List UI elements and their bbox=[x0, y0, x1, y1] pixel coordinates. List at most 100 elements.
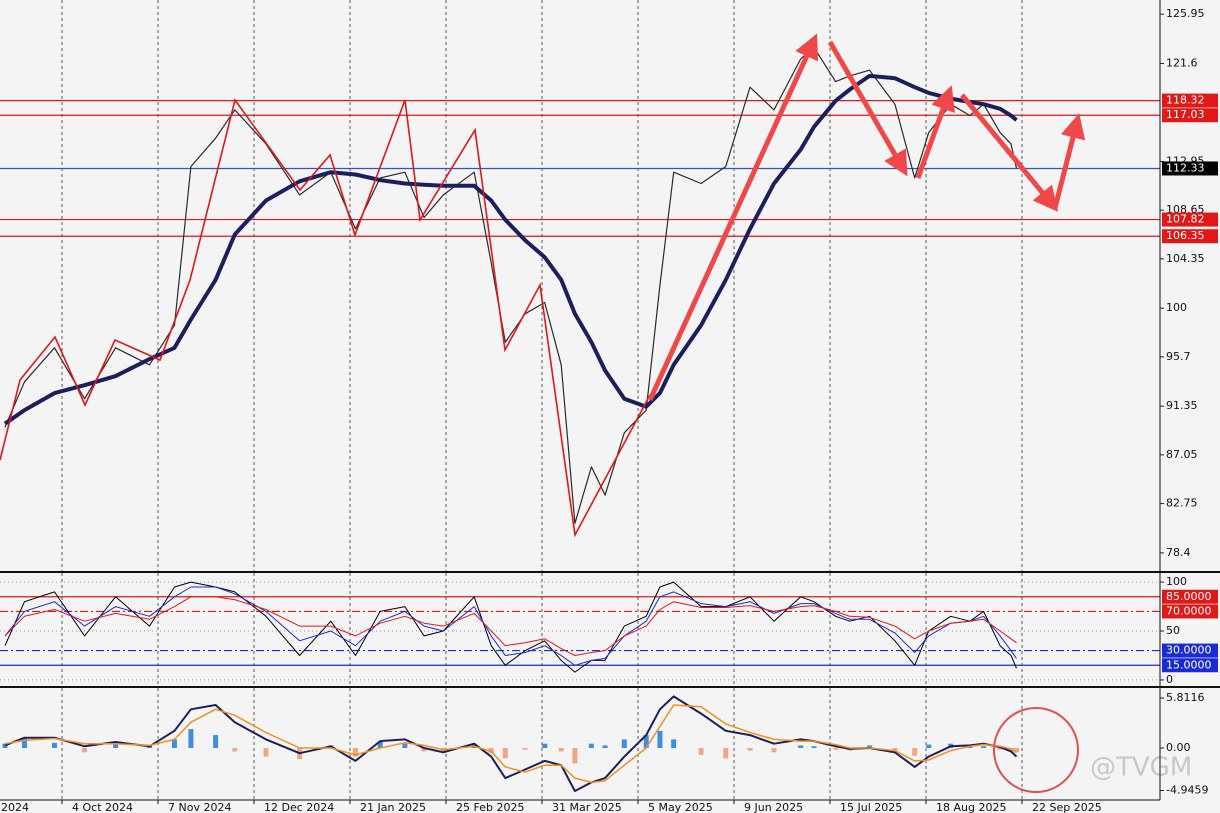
series-line bbox=[3, 73, 1018, 426]
level-label-bg bbox=[1162, 93, 1218, 108]
histogram-bar bbox=[981, 746, 987, 748]
histogram-bar bbox=[572, 747, 578, 764]
histogram-bar bbox=[643, 735, 649, 748]
histogram-bar bbox=[232, 747, 238, 752]
series-line bbox=[4, 47, 1018, 524]
histogram-bar bbox=[723, 747, 729, 759]
level-label: 70.0000 bbox=[1166, 604, 1212, 617]
histogram-bar bbox=[602, 745, 608, 748]
histogram-bar bbox=[542, 743, 548, 748]
histogram-bar bbox=[502, 747, 508, 759]
x-tick-label: 7 Nov 2024 bbox=[168, 801, 231, 813]
series-line bbox=[4, 695, 1018, 792]
histogram-bar bbox=[188, 729, 194, 748]
histogram-bar bbox=[377, 741, 383, 748]
y-tick-label: 78.4 bbox=[1166, 546, 1191, 559]
histogram-bar bbox=[621, 739, 627, 748]
x-tick-label: 18 Aug 2025 bbox=[936, 801, 1006, 813]
y-tick-label: 91.35 bbox=[1166, 399, 1198, 412]
arrow bbox=[960, 93, 1059, 212]
arrow bbox=[1052, 113, 1086, 209]
y-tick-label: 100 bbox=[1166, 301, 1187, 314]
histogram-bar bbox=[698, 747, 704, 755]
histogram-bar bbox=[352, 747, 358, 757]
histogram-bar bbox=[657, 730, 663, 748]
level-label-bg bbox=[1162, 589, 1218, 604]
histogram-bar bbox=[263, 747, 269, 757]
histogram-bar bbox=[522, 747, 528, 750]
x-tick-label: 31 Mar 2025 bbox=[552, 801, 622, 813]
level-label: 106.35 bbox=[1166, 229, 1205, 242]
histogram-bar bbox=[798, 745, 804, 748]
panel-separator bbox=[0, 686, 1220, 688]
x-tick-label: 15 Jul 2025 bbox=[840, 801, 902, 813]
y-tick-label: 87.05 bbox=[1166, 448, 1198, 461]
x-tick-label: 25 Feb 2025 bbox=[456, 801, 524, 813]
panel bbox=[0, 573, 1160, 686]
level-label: 118.32 bbox=[1166, 94, 1205, 107]
x-tick-label: 9 Jun 2025 bbox=[744, 801, 803, 813]
histogram-bar bbox=[558, 747, 564, 752]
histogram-bar bbox=[997, 747, 1003, 750]
level-label: 112.33 bbox=[1166, 161, 1205, 174]
y-tick-label: 104.35 bbox=[1166, 252, 1205, 265]
histogram-bar bbox=[1014, 747, 1020, 753]
series-line bbox=[4, 586, 1017, 666]
x-tick-label: 21 Jan 2025 bbox=[360, 801, 426, 813]
y-tick-label: 95.7 bbox=[1166, 350, 1191, 363]
histogram-bar bbox=[833, 747, 839, 750]
annotations bbox=[0, 33, 1086, 793]
level-label: 85.0000 bbox=[1166, 590, 1212, 603]
arrow bbox=[915, 85, 955, 179]
histogram-bar bbox=[671, 739, 677, 748]
histogram-bar bbox=[747, 747, 753, 751]
panel-separator bbox=[0, 571, 1220, 573]
x-tick-label: Aug 2024 bbox=[0, 801, 29, 813]
level-label-bg bbox=[1162, 658, 1218, 673]
histogram-bar bbox=[811, 746, 817, 748]
x-tick-label: 12 Dec 2024 bbox=[264, 801, 334, 813]
series-line bbox=[4, 704, 1017, 784]
panel bbox=[2, 688, 1023, 800]
level-label-bg bbox=[1162, 161, 1218, 176]
watermark: @TVGM bbox=[1090, 753, 1192, 783]
histogram-bar bbox=[171, 739, 177, 748]
highlight-circle bbox=[993, 707, 1079, 793]
y-tick-label: 100 bbox=[1166, 575, 1187, 588]
histogram-bar bbox=[867, 745, 873, 748]
y-tick-label: 82.75 bbox=[1166, 497, 1198, 510]
y-tick-label: 121.6 bbox=[1166, 56, 1198, 69]
y-tick-label: 125.95 bbox=[1166, 7, 1205, 20]
y-tick-label: 0.00 bbox=[1166, 741, 1191, 754]
level-label-bg bbox=[1162, 108, 1218, 123]
histogram-bar bbox=[82, 747, 88, 753]
zigzag bbox=[0, 98, 651, 538]
arrow bbox=[647, 33, 819, 402]
histogram-bar bbox=[912, 747, 918, 756]
level-label: 117.03 bbox=[1166, 108, 1205, 121]
level-label-bg bbox=[1162, 643, 1218, 658]
y-tick-label: -4.9459 bbox=[1166, 784, 1208, 797]
histogram-bar bbox=[926, 744, 932, 748]
x-tick-label: 4 Oct 2024 bbox=[72, 801, 133, 813]
histogram-bar bbox=[113, 744, 119, 748]
level-label-bg bbox=[1162, 604, 1218, 619]
histogram-bar bbox=[402, 743, 408, 748]
arrow bbox=[827, 40, 908, 177]
level-label-bg bbox=[1162, 229, 1218, 244]
histogram-bar bbox=[421, 747, 427, 752]
histogram-bar bbox=[488, 747, 494, 754]
histogram-bar bbox=[771, 747, 777, 753]
series-line bbox=[4, 596, 1017, 656]
y-tick-label: 50 bbox=[1166, 624, 1180, 637]
histogram-bar bbox=[22, 737, 27, 748]
histogram-bar bbox=[892, 747, 898, 751]
histogram-bar bbox=[588, 743, 594, 748]
x-tick-label: 22 Sep 2025 bbox=[1032, 801, 1102, 813]
level-label: 30.0000 bbox=[1166, 644, 1212, 657]
histogram-bar bbox=[52, 742, 57, 748]
y-tick-label: 0 bbox=[1166, 673, 1173, 686]
level-label-bg bbox=[1162, 212, 1218, 227]
